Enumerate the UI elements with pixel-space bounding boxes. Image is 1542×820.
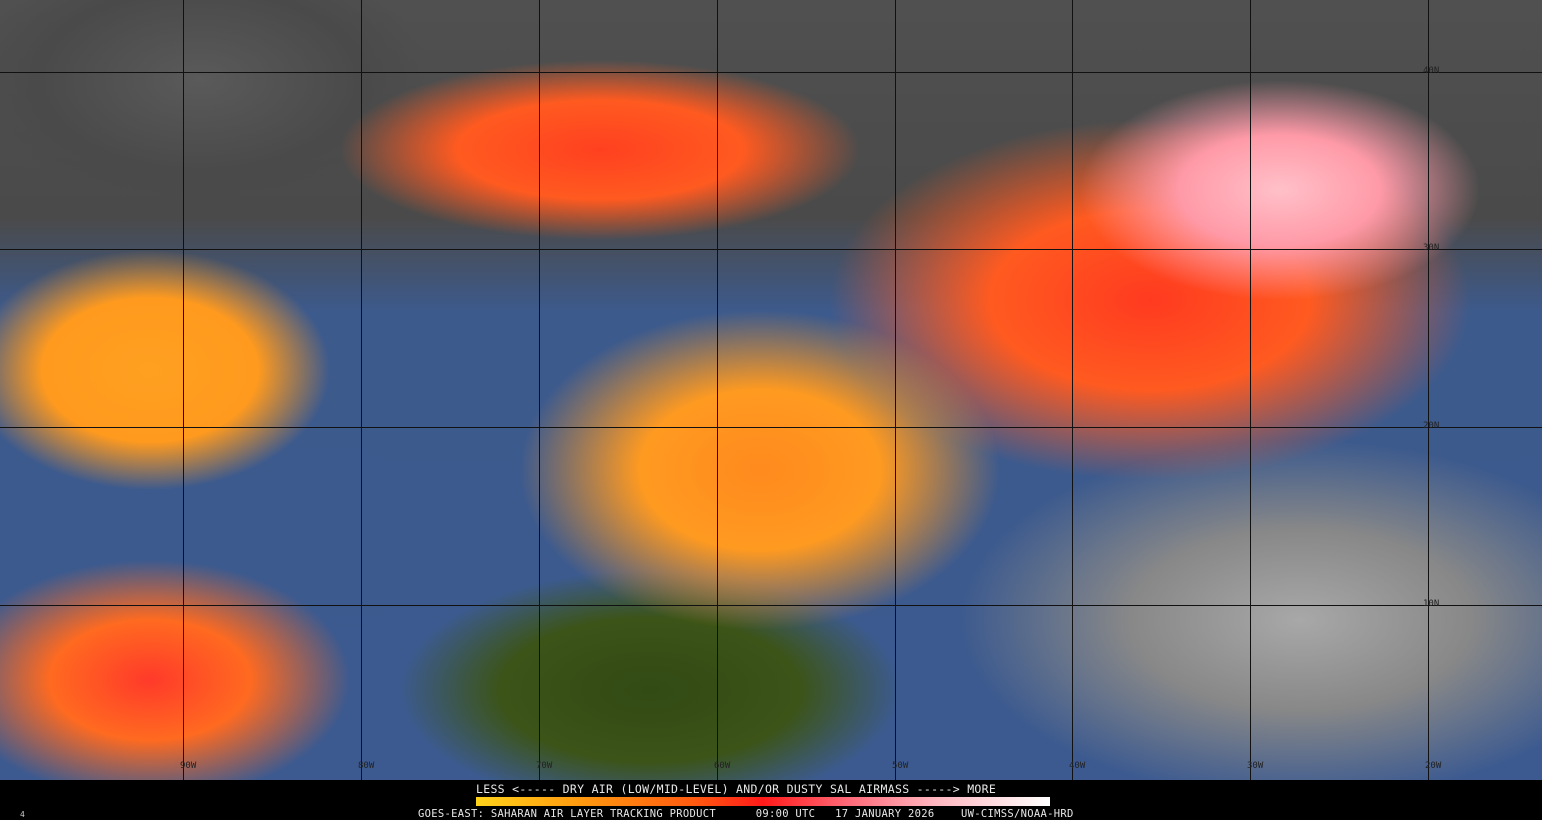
parallel-line [0,427,1542,428]
parallel-line [0,605,1542,606]
parallel-line [0,249,1542,250]
saharan-air-layer-map: 40N 30N 20N 10N 90W 80W 70W 60W 50W 40W … [0,0,1542,780]
lon-label: 70W [536,761,553,771]
lon-label: 80W [358,761,375,771]
lon-label: 30W [1247,761,1264,771]
color-scale-bar [476,797,1050,806]
meridian-line [1072,0,1073,780]
corner-label: 4 [20,810,25,819]
product-footer: GOES-EAST: SAHARAN AIR LAYER TRACKING PR… [418,808,1074,820]
product-name: GOES-EAST: SAHARAN AIR LAYER TRACKING PR… [418,808,716,820]
meridian-line [1428,0,1429,780]
timestamp-time: 09:00 UTC [755,808,816,820]
lon-label: 90W [180,761,197,771]
timestamp-date: 17 JANUARY 2026 [835,808,935,820]
parallel-line [0,72,1542,73]
meridian-line [1250,0,1251,780]
meridian-line [895,0,896,780]
lon-label: 20W [1425,761,1442,771]
credit: UW-CIMSS/NOAA-HRD [961,808,1074,820]
legend-panel: LESS <----- DRY AIR (LOW/MID-LEVEL) AND/… [0,780,1542,820]
lon-label: 50W [892,761,909,771]
lon-label: 40W [1069,761,1086,771]
meridian-line [361,0,362,780]
lat-label: 10N [1423,599,1440,609]
lat-label: 30N [1423,243,1440,253]
lat-label: 40N [1423,66,1440,76]
meridian-line [717,0,718,780]
meridian-line [539,0,540,780]
legend-title: LESS <----- DRY AIR (LOW/MID-LEVEL) AND/… [476,782,997,796]
lat-label: 20N [1423,421,1440,431]
lon-label: 60W [714,761,731,771]
meridian-line [183,0,184,780]
